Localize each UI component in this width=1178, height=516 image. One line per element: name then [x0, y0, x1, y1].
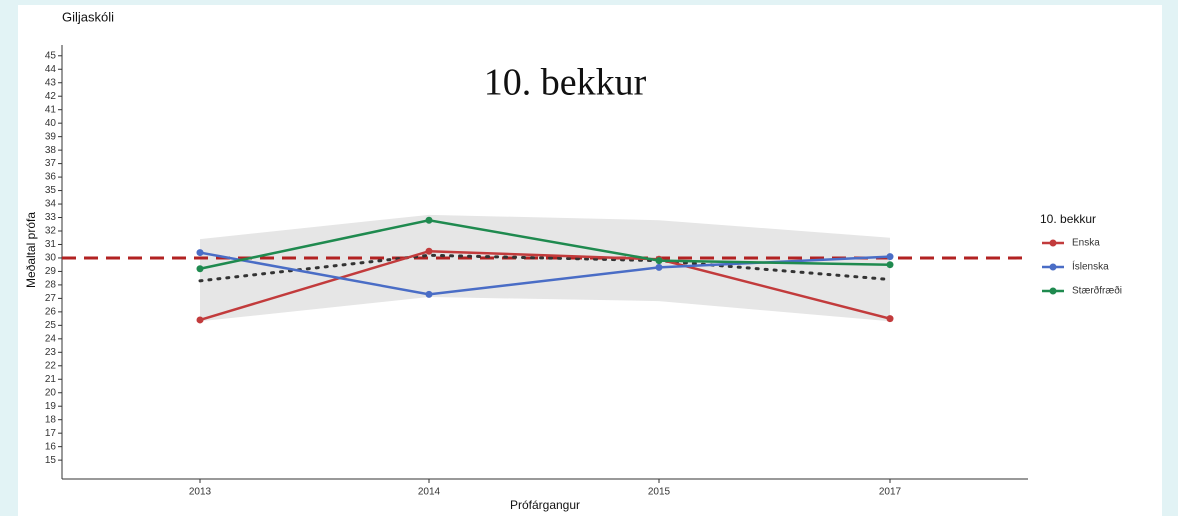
- legend-label: Enska: [1072, 238, 1100, 249]
- y-tick-label: 22: [45, 360, 57, 371]
- data-point: [425, 216, 433, 224]
- data-point: [886, 315, 894, 323]
- y-tick-label: 34: [45, 199, 57, 210]
- y-tick-label: 23: [45, 347, 57, 358]
- data-point: [655, 263, 663, 271]
- y-tick-label: 43: [45, 77, 57, 88]
- y-tick-label: 28: [45, 280, 57, 291]
- y-tick-label: 25: [45, 320, 57, 331]
- y-axis-label: Meðaltal prófa: [24, 212, 38, 288]
- y-tick-label: 39: [45, 131, 57, 142]
- y-tick-label: 42: [45, 91, 57, 102]
- data-point: [196, 249, 204, 257]
- y-tick-label: 33: [45, 212, 57, 223]
- confidence-band: [200, 214, 890, 322]
- x-tick-label: 2017: [879, 487, 902, 498]
- y-tick-label: 31: [45, 239, 57, 250]
- data-point: [425, 290, 433, 298]
- legend-dot: [1049, 239, 1057, 247]
- y-tick-label: 15: [45, 455, 57, 466]
- x-axis-label: Prófárgangur: [510, 498, 580, 512]
- series-line: [199, 249, 891, 322]
- y-tick-label: 18: [45, 414, 57, 425]
- trend-line: [198, 253, 892, 283]
- y-tick-label: 27: [45, 293, 57, 304]
- y-tick-label: 40: [45, 118, 57, 129]
- y-tick-label: 38: [45, 145, 57, 156]
- y-tick-label: 35: [45, 185, 57, 196]
- legend-dot: [1049, 263, 1057, 271]
- y-tick-label: 21: [45, 374, 57, 385]
- x-tick-label: 2014: [418, 487, 441, 498]
- y-tick-label: 29: [45, 266, 57, 277]
- legend-label: Stærðfræði: [1072, 285, 1122, 297]
- y-tick-label: 32: [45, 226, 57, 237]
- series-line: [199, 218, 891, 270]
- chart-title: 10. bekkur: [484, 62, 647, 104]
- data-point: [655, 257, 663, 265]
- data-point: [196, 316, 204, 324]
- y-tick-label: 20: [45, 387, 57, 398]
- y-tick-label: 44: [45, 64, 57, 75]
- x-tick-label: 2015: [648, 487, 671, 498]
- y-tick-label: 37: [45, 158, 57, 169]
- data-point: [886, 253, 894, 261]
- data-point: [196, 265, 204, 273]
- y-tick-label: 41: [45, 104, 57, 115]
- x-tick-label: 2013: [189, 487, 212, 498]
- legend-label: Íslenska: [1072, 260, 1109, 273]
- data-point: [425, 247, 433, 255]
- y-tick-label: 36: [45, 172, 57, 183]
- y-tick-label: 16: [45, 441, 57, 452]
- school-name: Giljaskóli: [62, 9, 114, 24]
- y-tick-label: 45: [45, 50, 57, 61]
- y-tick-label: 30: [45, 253, 57, 264]
- y-tick-label: 19: [45, 401, 57, 412]
- y-tick-label: 17: [45, 428, 57, 439]
- y-tick-label: 24: [45, 333, 57, 344]
- legend-title: 10. bekkur: [1040, 212, 1096, 226]
- y-tick-label: 26: [45, 307, 57, 318]
- legend-dot: [1049, 287, 1057, 295]
- data-point: [886, 261, 894, 269]
